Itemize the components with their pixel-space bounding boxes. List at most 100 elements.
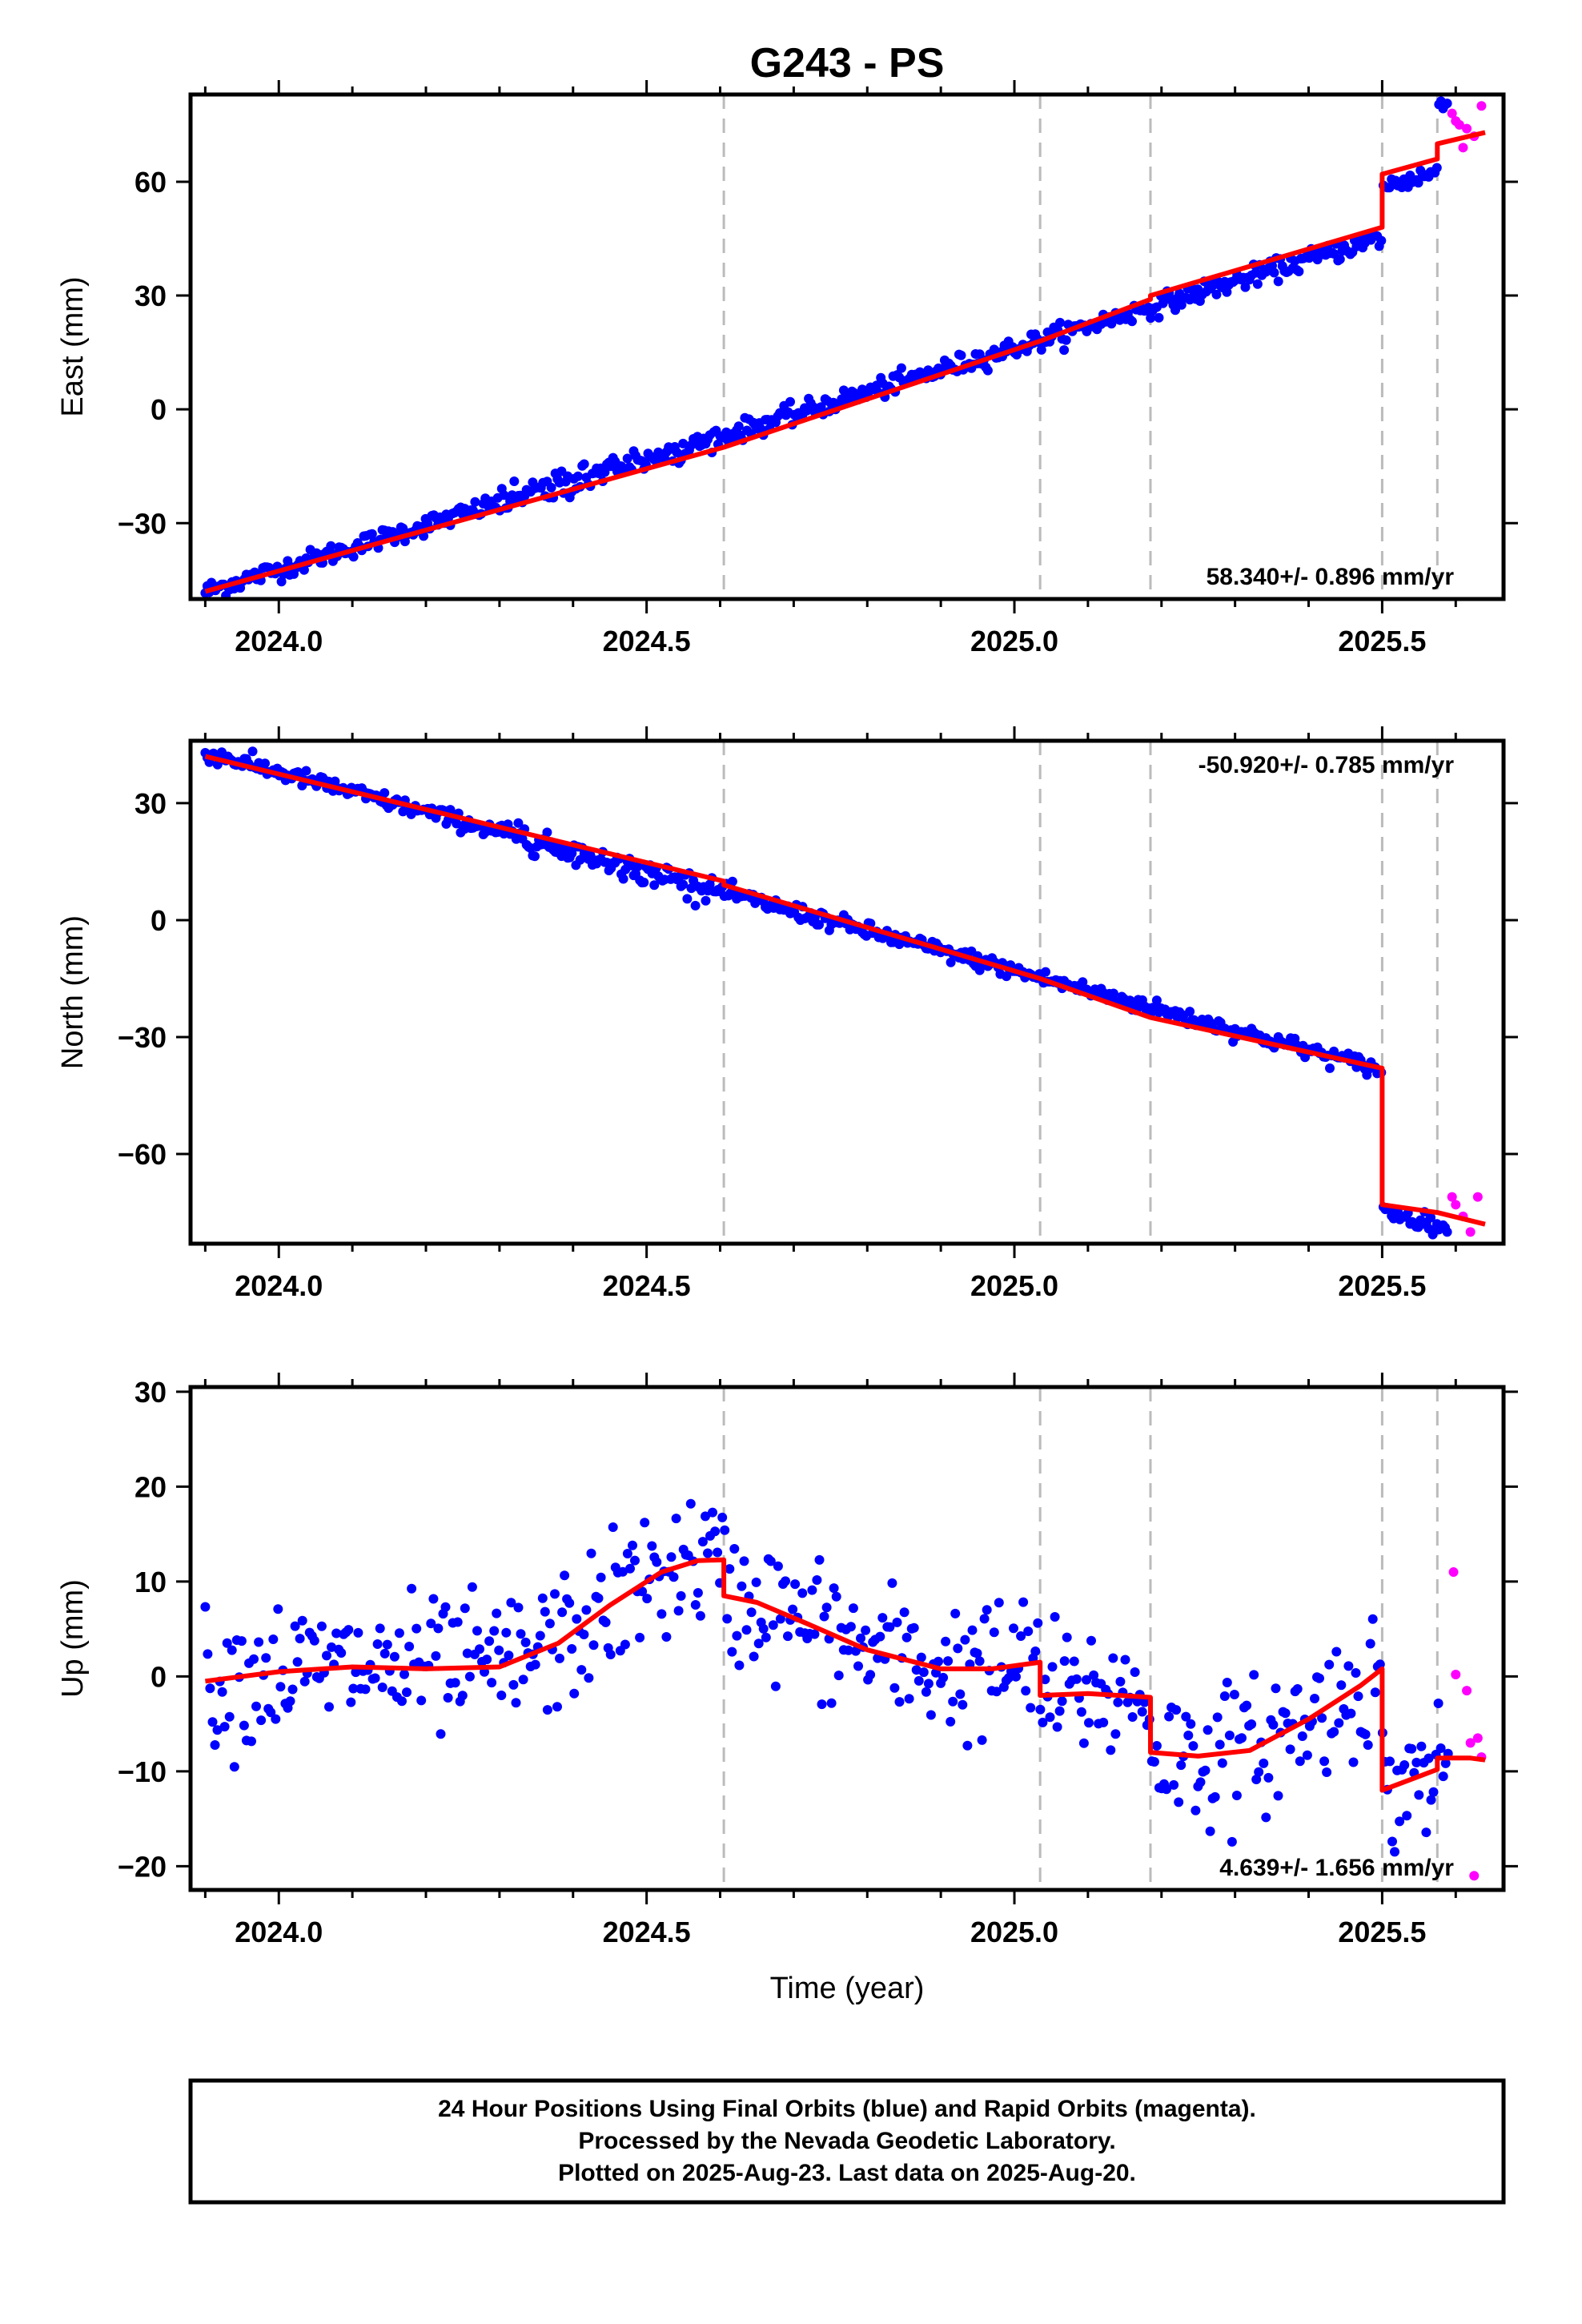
final-point (1059, 1656, 1070, 1667)
final-point (622, 453, 632, 464)
final-point (261, 1653, 271, 1663)
east-model-line (204, 130, 1486, 594)
final-point (1294, 267, 1304, 276)
final-point (1390, 1847, 1399, 1857)
final-point (217, 1687, 227, 1697)
final-point (1195, 1777, 1206, 1787)
final-point (671, 1514, 681, 1524)
final-point (297, 1615, 307, 1626)
final-point (977, 1735, 987, 1745)
final-point (537, 1593, 548, 1603)
final-point (1149, 1757, 1159, 1767)
final-point (713, 1547, 723, 1558)
final-point (367, 529, 377, 539)
final-point (812, 1575, 822, 1585)
final-point (212, 1725, 223, 1735)
final-point (301, 766, 311, 776)
final-point (617, 1566, 628, 1577)
final-point (1203, 1725, 1213, 1735)
final-point (560, 1570, 570, 1581)
y-tick-label: −30 (118, 507, 167, 540)
y-tick-label: 0 (151, 393, 167, 426)
final-point (967, 1625, 978, 1635)
final-point (807, 1585, 817, 1595)
final-point (946, 1716, 956, 1727)
final-point (1263, 1772, 1274, 1783)
final-point (518, 1675, 528, 1685)
final-point (322, 1651, 331, 1661)
final-point (1271, 1683, 1281, 1694)
final-point (487, 1678, 497, 1688)
final-point (833, 1671, 844, 1681)
final-point (1127, 316, 1137, 327)
final-point (814, 1554, 825, 1565)
final-point (1211, 289, 1222, 300)
final-point (739, 1556, 749, 1566)
final-point (1335, 254, 1345, 264)
final-point (1162, 1784, 1171, 1795)
final-point (620, 1639, 630, 1650)
final-point (1302, 1750, 1312, 1760)
final-point (783, 1631, 793, 1642)
footer-line-1: 24 Hour Positions Using Final Orbits (bl… (438, 2096, 1256, 2122)
rapid-point-1 (1451, 1670, 1461, 1680)
final-point (394, 1628, 404, 1638)
final-point (1360, 1729, 1371, 1739)
final-point (727, 1647, 737, 1657)
final-point (1041, 967, 1050, 977)
final-point (412, 1623, 422, 1634)
final-point (1154, 312, 1164, 323)
final-point (407, 1583, 417, 1594)
final-point (838, 385, 849, 396)
up-final-points (200, 1498, 1453, 1857)
final-point (1061, 335, 1071, 345)
final-point (781, 1576, 790, 1586)
north-frame (188, 738, 1506, 1246)
final-point (309, 1635, 319, 1646)
final-point (1205, 1826, 1215, 1836)
final-point (292, 1657, 303, 1667)
final-point (501, 1627, 512, 1638)
rapid-point-2 (1454, 119, 1464, 130)
final-point (1231, 1791, 1242, 1800)
final-point (1054, 1706, 1065, 1716)
final-point (785, 396, 795, 407)
final-point (1215, 1739, 1225, 1750)
final-point (1395, 1816, 1405, 1827)
final-point (1106, 1745, 1116, 1755)
final-point (1071, 1674, 1082, 1684)
rapid-point-2 (1462, 1686, 1472, 1696)
final-point (1078, 1738, 1089, 1748)
x-tick-label: 2024.0 (235, 625, 323, 657)
final-point (1261, 1812, 1271, 1823)
y-tick-label: −10 (118, 1755, 167, 1788)
final-point (266, 1707, 276, 1718)
final-point (513, 818, 524, 828)
final-point (1252, 279, 1263, 289)
final-point (460, 1603, 470, 1614)
final-point (513, 1602, 524, 1613)
final-point (535, 1630, 545, 1641)
final-point (921, 1687, 931, 1697)
final-point (1078, 977, 1088, 987)
final-point (254, 1637, 264, 1647)
final-point (770, 1681, 781, 1691)
final-point (1300, 1052, 1311, 1063)
final-point (1324, 1659, 1335, 1670)
final-point (1319, 1756, 1330, 1767)
final-point (618, 874, 628, 884)
final-point (431, 1651, 441, 1661)
final-point (1322, 1767, 1332, 1777)
final-point (749, 1651, 759, 1662)
final-point (848, 1603, 858, 1614)
final-point (573, 471, 583, 481)
rapid-point-5 (1472, 1733, 1483, 1743)
final-point (400, 1669, 409, 1679)
final-point (555, 1653, 564, 1663)
final-point (946, 957, 956, 967)
final-point (275, 1682, 286, 1692)
final-point (1411, 1757, 1422, 1767)
final-point (276, 577, 287, 587)
final-point (1033, 1618, 1043, 1628)
final-point (622, 1549, 632, 1558)
